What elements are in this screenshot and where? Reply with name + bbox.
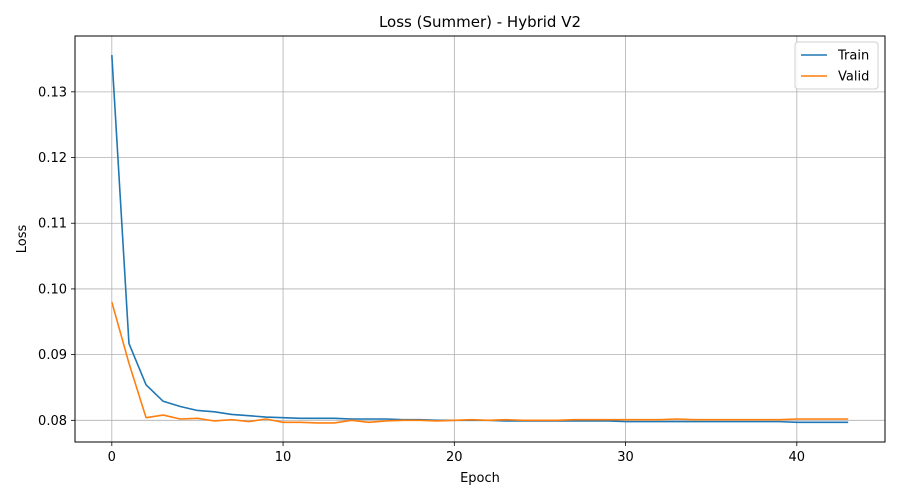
y-tick-label: 0.09	[38, 348, 67, 363]
x-tick-label: 0	[108, 450, 116, 465]
chart-title: Loss (Summer) - Hybrid V2	[379, 13, 581, 31]
x-axis-title: Epoch	[460, 471, 500, 486]
legend-label-train: Train	[837, 49, 869, 64]
legend-label-valid: Valid	[838, 70, 869, 85]
legend-box	[794, 41, 879, 90]
series-lines	[111, 55, 849, 424]
grid	[75, 36, 885, 442]
axis-ticks: 0 10 20 30 40 0.08 0.09 0.10 0.11 0.12 0.13	[38, 85, 805, 465]
x-tick-label: 40	[789, 450, 806, 465]
x-tick-label: 20	[446, 450, 463, 465]
x-tick-label: 10	[275, 450, 292, 465]
y-tick-label: 0.10	[38, 282, 67, 297]
series-line-valid	[111, 301, 849, 424]
series-line-train	[111, 55, 849, 424]
y-tick-label: 0.12	[38, 151, 67, 166]
plot-frame	[74, 35, 886, 443]
legend: Train Valid	[794, 41, 879, 90]
y-tick-label: 0.11	[38, 217, 67, 232]
x-tick-label: 30	[617, 450, 634, 465]
y-axis-title: Loss	[15, 225, 30, 254]
y-tick-label: 0.13	[38, 85, 67, 100]
y-tick-label: 0.08	[38, 414, 67, 429]
